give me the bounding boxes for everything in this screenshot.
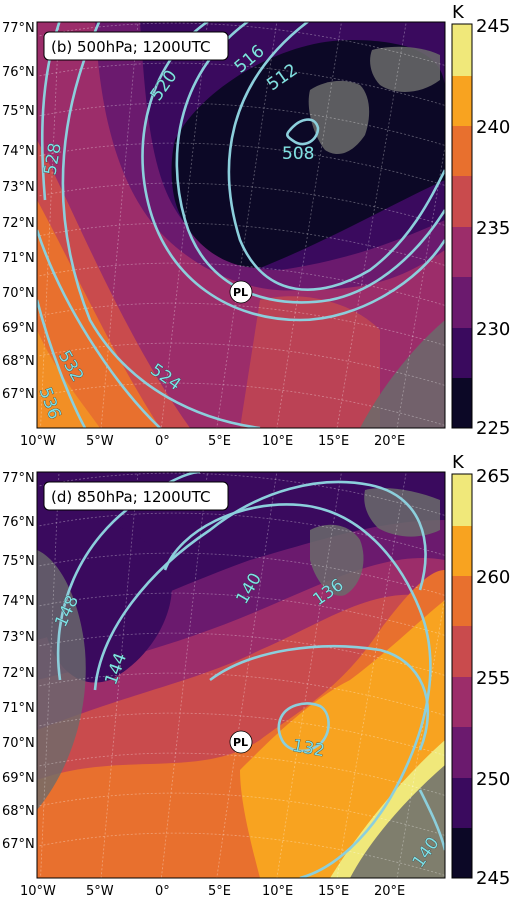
colorbar-tick: 245 (476, 16, 510, 37)
lon-label: 10°E (262, 884, 293, 899)
lat-label: 69°N (2, 771, 35, 786)
panel-title: (d) 850hPa; 1200UTC (51, 488, 210, 506)
lat-label: 68°N (2, 804, 35, 819)
lon-label: 5°E (208, 884, 231, 899)
panel-500hpa-svg: 520 516 512 508 528 532 536 524 (b) 500h… (2, 2, 510, 449)
lat-label: 71°N (2, 251, 35, 266)
lat-label: 74°N (2, 144, 35, 159)
panel-title-box (43, 481, 229, 511)
pl-marker (229, 730, 253, 754)
lon-label: 15°E (318, 434, 349, 449)
colorbar-tick: 240 (476, 117, 510, 138)
lat-label: 68°N (2, 354, 35, 369)
lon-label: 20°E (374, 884, 405, 899)
graticule (37, 472, 445, 878)
lat-label: 72°N (2, 216, 35, 231)
colorbar: K 245 240 235 230 225 (451, 2, 510, 439)
geopotential-contours (56, 472, 445, 878)
colorbar-tick: 230 (476, 319, 510, 340)
colorbar: K 265 260 255 250 245 (451, 452, 510, 889)
lat-label: 72°N (2, 666, 35, 681)
longitude-labels: 10°W 5°W 0° 5°E 10°E 15°E 20°E (20, 434, 405, 449)
lat-label: 75°N (2, 554, 35, 569)
lon-label: 5°W (86, 884, 114, 899)
lon-label: 5°E (208, 434, 231, 449)
panel-850hpa-svg: 148 144 140 136 132 140 (d) 850hPa; 1200… (2, 452, 510, 899)
panel-850hpa: 148 144 140 136 132 140 (d) 850hPa; 1200… (0, 450, 515, 900)
lat-label: 76°N (2, 65, 35, 80)
contour-label: 508 (282, 144, 314, 164)
panel-title: (b) 500hPa; 1200UTC (51, 38, 210, 56)
pl-marker-label: PL (233, 736, 248, 749)
lat-label: 70°N (2, 736, 35, 751)
lon-label: 20°E (374, 434, 405, 449)
lat-label: 67°N (2, 837, 35, 852)
pl-marker (229, 280, 253, 304)
panel-500hpa: 520 516 512 508 528 532 536 524 (b) 500h… (2, 2, 510, 449)
lat-label: 77°N (2, 21, 35, 36)
lon-label: 15°E (318, 884, 349, 899)
lat-label: 75°N (2, 104, 35, 119)
temperature-field (37, 472, 445, 878)
colorbar-tick: 225 (476, 418, 510, 439)
lat-label: 77°N (2, 471, 35, 486)
colorbar-tick: 250 (476, 769, 510, 790)
colorbar-tick: 245 (476, 868, 510, 889)
latitude-labels: 77°N 76°N 75°N 74°N 73°N 72°N 71°N 70°N … (2, 21, 35, 402)
colorbar-unit: K (452, 452, 465, 473)
lon-label: 5°W (86, 434, 114, 449)
lat-label: 76°N (2, 515, 35, 530)
colorbar-tick: 235 (476, 218, 510, 239)
lon-label: 0° (155, 434, 170, 449)
lat-label: 73°N (2, 180, 35, 195)
temperature-field (37, 22, 445, 428)
lat-label: 67°N (2, 387, 35, 402)
lon-label: 0° (155, 884, 170, 899)
lat-label: 70°N (2, 286, 35, 301)
colorbar-unit: K (452, 2, 465, 23)
longitude-labels: 10°W 5°W 0° 5°E 10°E 15°E 20°E (20, 884, 405, 899)
colorbar-tick: 265 (476, 466, 510, 487)
colorbar-tick: 260 (476, 567, 510, 588)
colorbar-tick: 255 (476, 668, 510, 689)
lon-label: 10°W (20, 884, 56, 899)
panel-title-box (43, 31, 229, 61)
lon-label: 10°W (20, 434, 56, 449)
lat-label: 69°N (2, 321, 35, 336)
pl-marker-label: PL (233, 286, 248, 299)
lat-label: 74°N (2, 594, 35, 609)
latitude-labels: 77°N 76°N 75°N 74°N 73°N 72°N 71°N 70°N … (2, 471, 35, 852)
lon-label: 10°E (262, 434, 293, 449)
lat-label: 71°N (2, 701, 35, 716)
lat-label: 73°N (2, 630, 35, 645)
